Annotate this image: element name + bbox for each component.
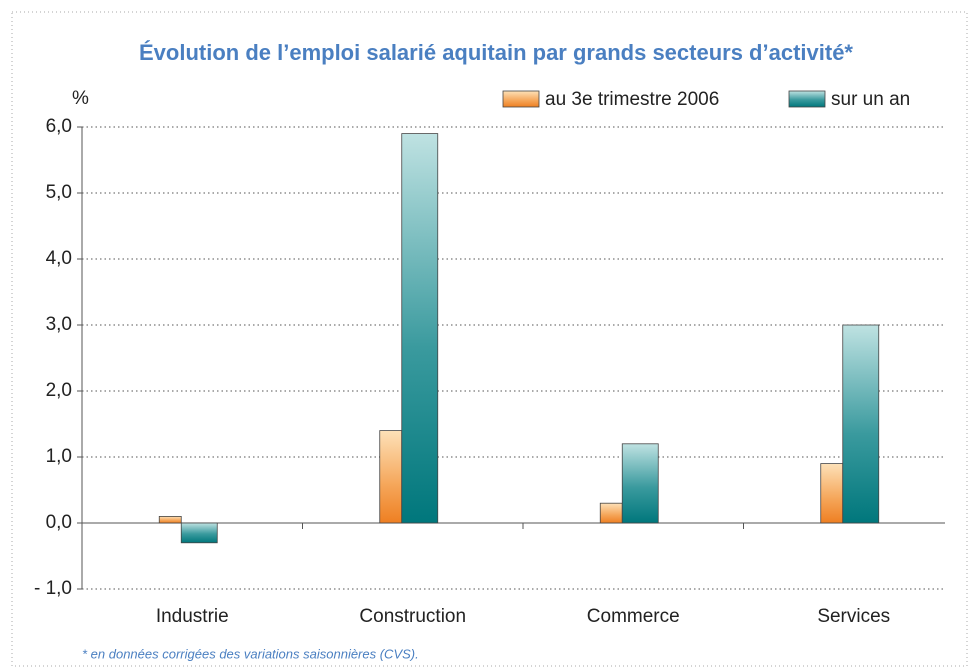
bar xyxy=(158,516,182,524)
bar xyxy=(820,463,844,524)
legend-swatch xyxy=(502,90,540,108)
y-axis-label: % xyxy=(72,88,89,109)
legend-label: au 3e trimestre 2006 xyxy=(545,89,719,110)
legend-swatch xyxy=(788,90,826,108)
x-tick-label: Commerce xyxy=(587,606,680,627)
x-tick-label: Services xyxy=(817,606,890,627)
y-tick-label: - 1,0 xyxy=(34,578,72,599)
x-tick-label: Industrie xyxy=(156,606,229,627)
footnote: * en données corrigées des variations sa… xyxy=(82,646,419,661)
bar xyxy=(842,324,880,524)
y-tick-label: 2,0 xyxy=(46,380,72,401)
y-tick-label: 6,0 xyxy=(46,116,72,137)
chart-title: Évolution de l’emploi salarié aquitain p… xyxy=(139,40,853,65)
frame xyxy=(11,11,968,667)
y-tick-label: 4,0 xyxy=(46,248,72,269)
y-tick-label: 0,0 xyxy=(46,512,72,533)
legend-label: sur un an xyxy=(831,89,910,110)
bar xyxy=(621,443,659,524)
bar xyxy=(180,522,218,544)
x-tick-label: Construction xyxy=(359,606,466,627)
bar xyxy=(401,133,439,524)
y-tick-label: 1,0 xyxy=(46,446,72,467)
bar xyxy=(599,502,623,524)
y-tick-label: 3,0 xyxy=(46,314,72,335)
bar xyxy=(379,430,403,524)
y-tick-label: 5,0 xyxy=(46,182,72,203)
